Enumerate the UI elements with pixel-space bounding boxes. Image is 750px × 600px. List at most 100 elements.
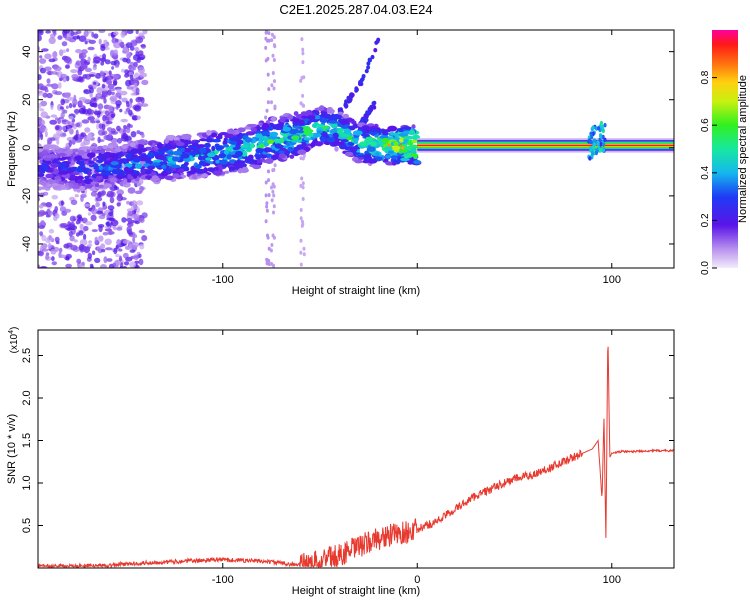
heatmap-streak-cell xyxy=(271,53,275,58)
heatmap-ridge-cell xyxy=(224,133,234,139)
heatmap-noise-cell xyxy=(91,229,98,233)
heatmap-branch-cell xyxy=(349,92,354,97)
heatmap-ridge-cell xyxy=(157,142,163,149)
heatmap-ridge-cell xyxy=(354,159,363,164)
heatmap-ridge-cell xyxy=(274,138,279,142)
heatmap-ridge-cell xyxy=(382,131,389,136)
heatmap-ridge-cell xyxy=(87,160,95,164)
heatmap-noise-cell xyxy=(126,30,134,34)
heatmap-streak-cell xyxy=(270,243,274,247)
heatmap-burst-cell xyxy=(596,141,600,147)
heatmap-ridge-cell xyxy=(334,146,339,152)
heatmap-noise-cell xyxy=(48,58,56,63)
heatmap-noise-cell xyxy=(128,232,133,236)
heatmap-noise-cell xyxy=(80,142,86,148)
heatmap-ridge-cell xyxy=(130,148,140,155)
heatmap-ridge-cell xyxy=(339,120,350,125)
heatmap-ridge-cell xyxy=(300,111,308,116)
heatmap-noise-cell xyxy=(104,59,111,65)
heatmap-ridge-cell xyxy=(319,118,328,124)
heatmap-noise-cell xyxy=(61,119,67,123)
heatmap-noise-cell xyxy=(93,56,101,63)
heatmap-noise-cell xyxy=(122,252,129,259)
heatmap-noise-cell xyxy=(50,104,54,110)
colorbar-tick-label: 0.8 xyxy=(700,70,711,84)
heatmap-noise-cell xyxy=(90,102,97,108)
heatmap-noise-cell xyxy=(41,48,49,52)
heatmap-burst-cell xyxy=(599,148,603,153)
heatmap-ridge-cell xyxy=(159,157,167,161)
heatmap-ridge-cell xyxy=(145,175,152,180)
heatmap-noise-cell xyxy=(75,49,82,54)
heatmap-streak-cell xyxy=(302,252,306,257)
heatmap-ridge-cell xyxy=(127,170,135,175)
heatmap-streak-cell xyxy=(266,100,270,105)
heatmap-noise-cell xyxy=(87,252,93,259)
heatmap-noise-cell xyxy=(42,86,48,90)
heatmap-noise-cell xyxy=(62,93,69,98)
heatmap-noise-cell xyxy=(101,123,106,131)
heatmap-noise-cell xyxy=(68,116,74,120)
heatmap-ridge-cell xyxy=(212,138,221,143)
heatmap-noise-cell xyxy=(135,30,139,35)
heatmap-noise-cell xyxy=(54,236,60,243)
heatmap-streak-cell xyxy=(270,185,273,190)
heatmap-noise-cell xyxy=(141,212,148,219)
heatmap-noise-cell xyxy=(73,94,77,101)
heatmap-ridge-cell xyxy=(144,170,152,175)
heatmap-noise-cell xyxy=(75,122,81,128)
heatmap-ridge-cell xyxy=(84,160,89,165)
heatmap-ridge-cell xyxy=(299,126,304,131)
heatmap-noise-cell xyxy=(80,63,88,70)
heatmap-noise-cell xyxy=(69,235,75,242)
heatmap-noise-cell xyxy=(122,57,128,63)
heatmap-noise-cell xyxy=(83,30,89,37)
heatmap-ridge-cell xyxy=(409,129,416,136)
heatmap-noise-cell xyxy=(46,78,51,84)
heatmap-noise-cell xyxy=(83,233,87,241)
heatmap-noise-cell xyxy=(78,100,83,107)
colorbar: 0.0 0.2 0.4 0.6 0.8 Normalized spectral ampl… xyxy=(700,30,749,275)
heatmap-noise-cell xyxy=(96,87,103,94)
heatmap-ridge-cell xyxy=(137,139,146,145)
heatmap-ridge-cell xyxy=(266,139,275,144)
heatmap-streak-cell xyxy=(272,86,276,91)
heatmap-noise-cell xyxy=(109,49,115,57)
heatmap-ridge-cell xyxy=(403,146,414,151)
heatmap-noise-cell xyxy=(83,203,91,207)
heatmap-noise-cell xyxy=(94,236,98,244)
heatmap-ridge-cell xyxy=(73,171,80,176)
heatmap-ridge-cell xyxy=(336,114,343,120)
heatmap-ridge-cell xyxy=(228,140,238,145)
colorbar-axis: 0.0 0.2 0.4 0.6 0.8 xyxy=(700,70,717,275)
heatmap-ridge-cell xyxy=(102,145,108,149)
heatmap-ridge-cell xyxy=(278,150,285,154)
heatmap-ridge-cell xyxy=(368,128,379,132)
colorbar-tick-label: 0.6 xyxy=(700,118,711,132)
heatmap-noise-cell xyxy=(60,200,64,206)
heatmap-noise-cell xyxy=(124,69,129,75)
heatmap-noise-cell xyxy=(87,212,91,216)
heatmap-ridge-cell xyxy=(332,132,339,139)
heatmap-noise-cell xyxy=(41,248,49,252)
heatmap-noise-cell xyxy=(38,34,42,42)
heatmap-ridge-cell xyxy=(98,165,103,171)
heatmap-ridge-cell xyxy=(137,144,142,149)
heatmap-noise-cell xyxy=(54,213,60,219)
heatmap-noise-cell xyxy=(72,31,79,36)
heatmap-noise-cell xyxy=(70,69,78,74)
heatmap-noise-cell xyxy=(105,75,114,81)
heatmap-burst-cell xyxy=(591,125,595,130)
heatmap-streak-cell xyxy=(270,198,274,203)
heatmap-noise-cell xyxy=(95,196,103,202)
heatmap-noise-cell xyxy=(54,91,63,96)
heatmap-ridge-cell xyxy=(260,131,270,136)
heatmap-noise-cell xyxy=(141,133,145,138)
heatmap-noise-cell xyxy=(51,194,59,200)
heatmap-streak-cell xyxy=(264,219,268,224)
heatmap-ridge-cell xyxy=(339,143,347,150)
heatmap-ridge-cell xyxy=(287,146,294,151)
heatmap-noise-cell xyxy=(68,139,73,147)
heatmap-noise-cell xyxy=(89,92,93,98)
heatmap-noise-cell xyxy=(50,248,57,255)
